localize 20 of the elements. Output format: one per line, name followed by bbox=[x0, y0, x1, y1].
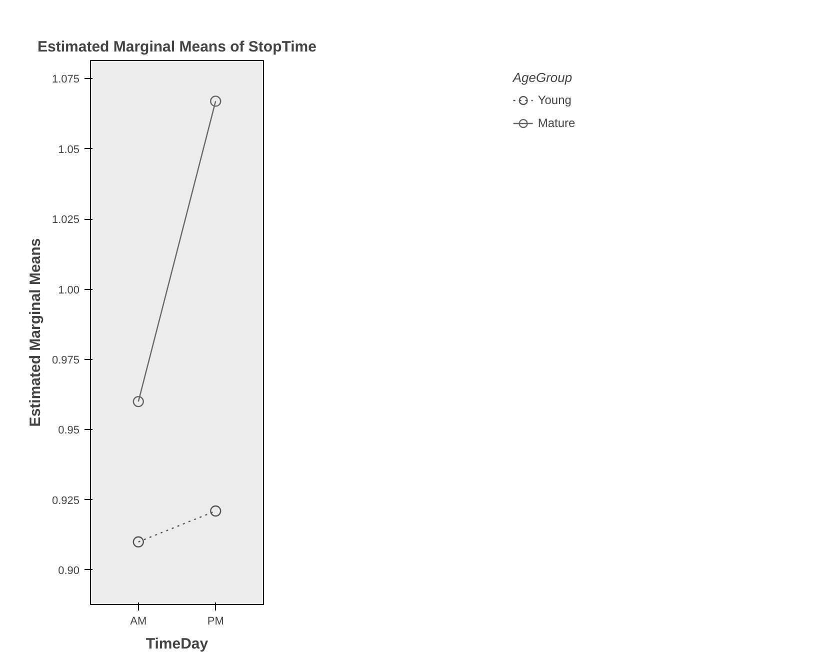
chart-title: Estimated Marginal Means of StopTime bbox=[38, 38, 316, 56]
legend-label: Mature bbox=[538, 116, 576, 130]
y-tick-label: 0.975 bbox=[52, 354, 80, 366]
y-tick-label: 1.00 bbox=[58, 284, 80, 296]
y-tick-label: 1.075 bbox=[52, 74, 80, 86]
x-tick-label: AM bbox=[130, 616, 147, 628]
point bbox=[132, 396, 144, 408]
point bbox=[132, 536, 144, 548]
y-tick-label: 0.925 bbox=[52, 494, 80, 507]
y-axis-title: Estimated Marginal Means bbox=[26, 238, 44, 427]
x-tick-label: PM bbox=[207, 616, 224, 628]
legend-label: Young bbox=[538, 93, 572, 107]
legend-title: AgeGroup bbox=[512, 70, 574, 85]
y-tick-label: 1.025 bbox=[52, 214, 80, 226]
y-tick-label: 1.05 bbox=[58, 144, 80, 156]
y-tick-label: 0.90 bbox=[58, 564, 80, 577]
x-axis-title: TimeDay bbox=[146, 636, 209, 652]
point bbox=[210, 505, 222, 517]
y-tick-label: 0.95 bbox=[58, 424, 80, 437]
point bbox=[210, 96, 222, 107]
